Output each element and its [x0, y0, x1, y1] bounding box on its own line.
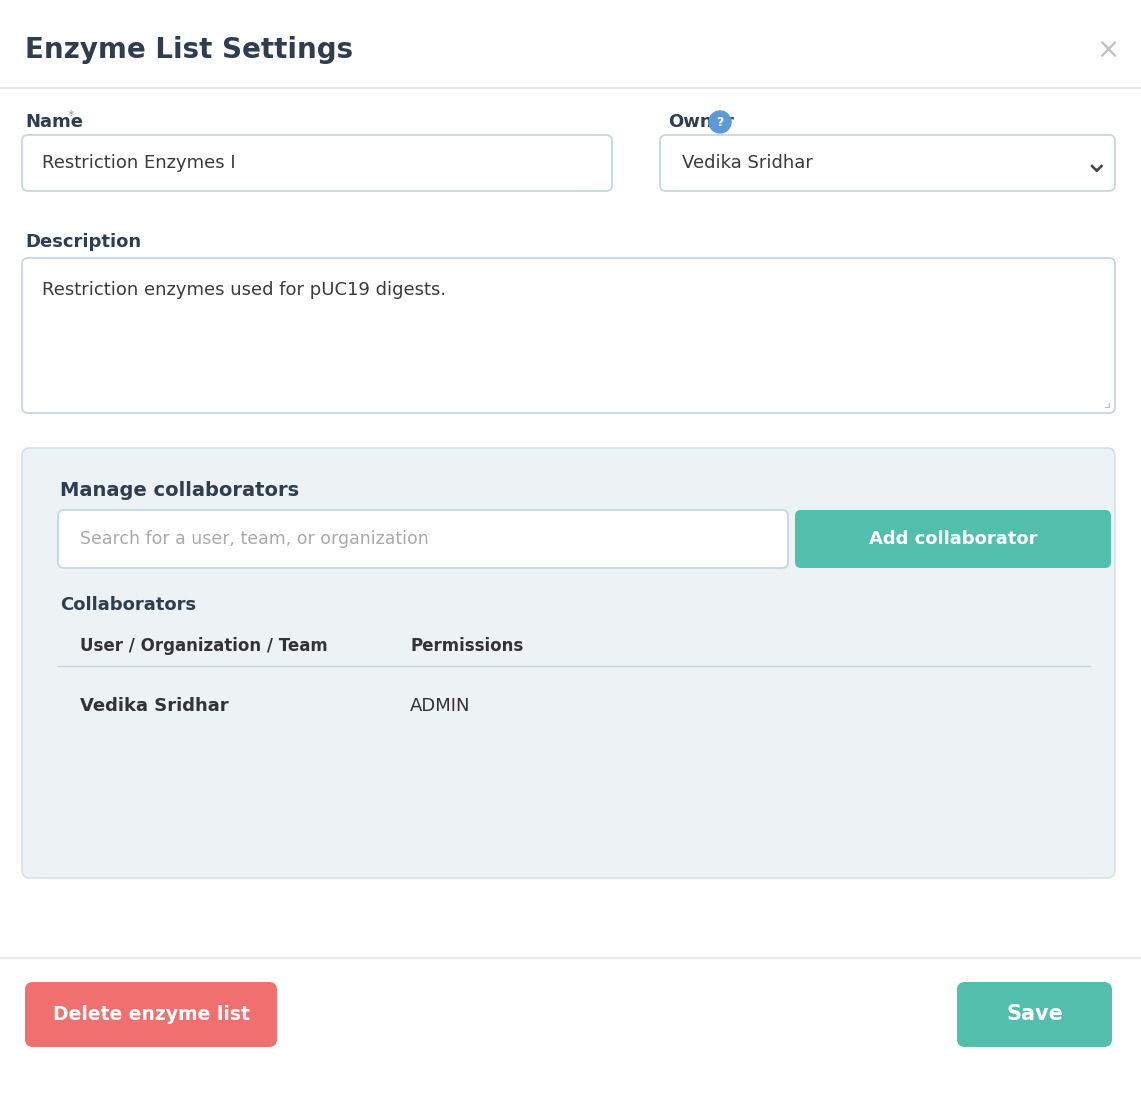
Text: Delete enzyme list: Delete enzyme list — [52, 1005, 250, 1024]
Text: Permissions: Permissions — [410, 637, 524, 654]
Text: Vedika Sridhar: Vedika Sridhar — [80, 697, 228, 715]
Text: Add collaborator: Add collaborator — [868, 530, 1037, 548]
Text: ⌟: ⌟ — [1103, 395, 1110, 411]
FancyBboxPatch shape — [659, 135, 1115, 191]
FancyBboxPatch shape — [22, 258, 1115, 413]
Text: ×: × — [1097, 36, 1119, 65]
FancyBboxPatch shape — [957, 982, 1112, 1047]
Text: User / Organization / Team: User / Organization / Team — [80, 637, 327, 654]
Text: Owner: Owner — [667, 114, 734, 131]
FancyBboxPatch shape — [25, 982, 277, 1047]
Text: ⌄: ⌄ — [1084, 148, 1110, 177]
Text: Enzyme List Settings: Enzyme List Settings — [25, 36, 353, 65]
Text: Manage collaborators: Manage collaborators — [60, 481, 299, 500]
Text: *: * — [68, 109, 74, 122]
Text: Restriction Enzymes I: Restriction Enzymes I — [42, 154, 236, 173]
FancyBboxPatch shape — [795, 510, 1111, 568]
FancyBboxPatch shape — [58, 510, 788, 568]
FancyBboxPatch shape — [22, 135, 612, 191]
Text: Name: Name — [25, 114, 83, 131]
Text: Search for a user, team, or organization: Search for a user, team, or organization — [80, 530, 429, 548]
Text: Save: Save — [1006, 1005, 1063, 1024]
Text: Restriction enzymes used for pUC19 digests.: Restriction enzymes used for pUC19 diges… — [42, 280, 446, 299]
Text: ADMIN: ADMIN — [410, 697, 470, 715]
Text: Collaborators: Collaborators — [60, 595, 196, 614]
Text: ?: ? — [717, 116, 723, 129]
FancyBboxPatch shape — [22, 449, 1115, 878]
Circle shape — [709, 111, 731, 132]
Text: Vedika Sridhar: Vedika Sridhar — [682, 154, 812, 173]
Text: Description: Description — [25, 233, 141, 252]
